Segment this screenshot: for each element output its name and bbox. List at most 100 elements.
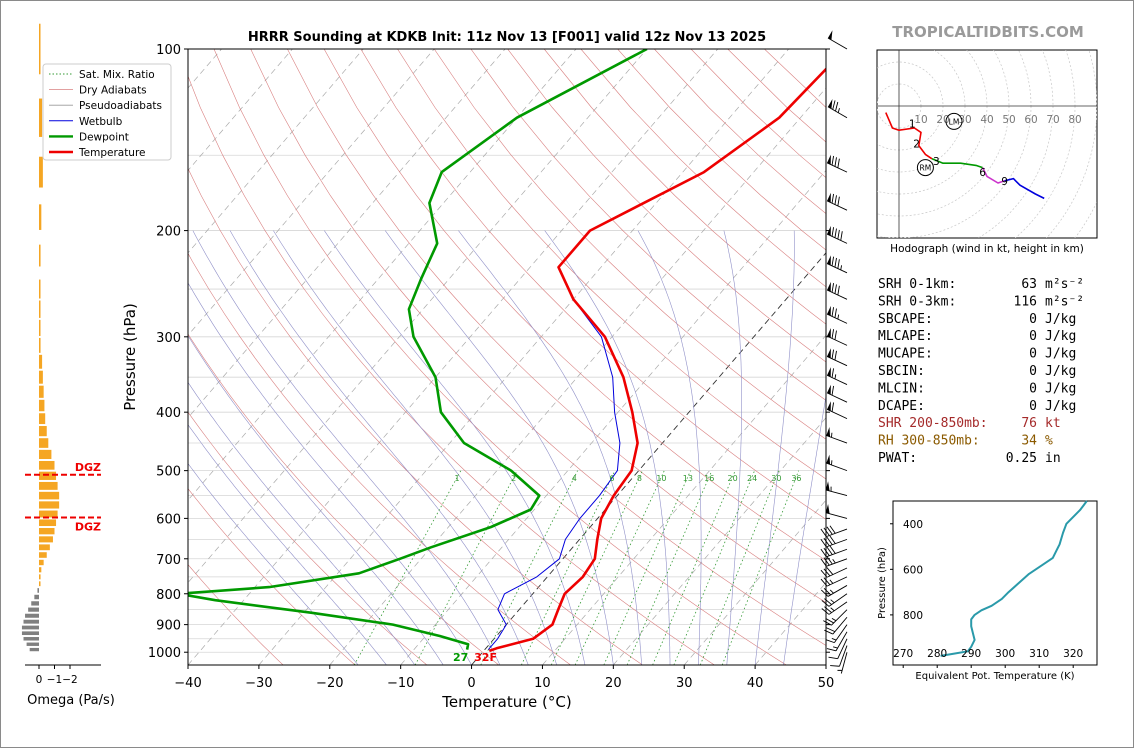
mix-ratio-label: 1 xyxy=(455,474,460,483)
omega-bar xyxy=(39,413,45,424)
mix-ratio-line xyxy=(722,471,798,665)
omega-bar xyxy=(25,614,39,618)
omega-bar xyxy=(39,99,42,137)
mix-ratio-line xyxy=(354,471,461,665)
wind-barb xyxy=(821,526,847,537)
hodograph-ring-label: 70 xyxy=(1046,114,1059,126)
barb-flag xyxy=(841,231,843,240)
omega-bar xyxy=(39,482,58,490)
barb-half-flag xyxy=(833,559,836,563)
omega-x-tick-label: −1 xyxy=(47,674,62,686)
wind-barb xyxy=(828,99,847,118)
omega-bar xyxy=(39,300,41,317)
legend-label: Wetbulb xyxy=(79,116,123,128)
surface-temp-label: 27 32F xyxy=(453,651,497,664)
omega-bar xyxy=(39,574,41,579)
omega-bar xyxy=(39,157,43,188)
pseudoadiabat-line xyxy=(724,231,742,665)
barb-flag xyxy=(827,649,836,651)
barb-pennant xyxy=(827,193,831,203)
barb-pennant xyxy=(827,155,831,165)
hodograph-height-label: 6 xyxy=(979,167,986,179)
stat-label: MLCAPE: xyxy=(878,329,933,344)
pseudoadiabat-line xyxy=(105,231,415,665)
wind-barb xyxy=(827,155,847,172)
stat-unit: m²s⁻² xyxy=(1045,277,1084,292)
barb-staff xyxy=(831,610,847,626)
barb-pennant xyxy=(827,255,831,265)
omega-bar xyxy=(39,552,47,558)
mix-ratio-label: 4 xyxy=(572,474,577,483)
barb-flag xyxy=(838,286,840,295)
wetbulb-line xyxy=(488,49,845,650)
barb-half-flag xyxy=(835,374,836,379)
pseudoadiabat-line xyxy=(784,231,852,665)
pseudoadiabat-line xyxy=(385,231,613,665)
wind-barb xyxy=(827,367,847,384)
stat-value: 0 xyxy=(1029,381,1037,396)
barb-flag xyxy=(835,102,837,111)
mix-ratio-label: 16 xyxy=(704,474,714,483)
wind-barb xyxy=(826,481,847,495)
temperature-line xyxy=(489,49,845,651)
barb-flag xyxy=(832,257,834,266)
stat-value: 0 xyxy=(1029,399,1037,414)
barb-half-flag xyxy=(832,618,836,620)
stat-label: DCAPE: xyxy=(878,399,925,414)
mix-ratio-line xyxy=(653,471,736,665)
stat-label: SRH 0-1km: xyxy=(878,277,956,292)
wind-barb xyxy=(827,328,847,345)
omega-bar xyxy=(39,544,50,550)
barb-staff xyxy=(827,568,847,577)
omega-xlabel: Omega (Pa/s) xyxy=(27,693,115,708)
wind-barb xyxy=(826,427,847,443)
stat-unit: in xyxy=(1045,451,1061,466)
omega-bar xyxy=(39,245,41,267)
hodograph-height-label: 2 xyxy=(913,138,920,150)
surface-dewpoint-label: 27 xyxy=(453,651,468,664)
barb-flag xyxy=(835,284,837,293)
pseudoadiabat-line xyxy=(81,231,387,665)
mix-ratio-label: 30 xyxy=(771,474,781,483)
stat-label: SHR 200-850mb: xyxy=(878,416,988,431)
stat-unit: m²s⁻² xyxy=(1045,294,1084,309)
barb-flag xyxy=(826,640,835,643)
x-tick-label: 20 xyxy=(605,676,622,691)
theta-e-xlabel: Equivalent Pot. Temperature (K) xyxy=(915,671,1074,682)
barb-flag xyxy=(832,283,834,292)
omega-bar xyxy=(39,280,41,299)
omega-bar xyxy=(30,648,39,651)
stat-value: 0 xyxy=(1029,364,1037,379)
wind-barb xyxy=(827,226,847,243)
barb-flag xyxy=(832,194,834,203)
y-tick-label: 800 xyxy=(156,588,181,603)
barb-half-flag xyxy=(830,590,833,593)
omega-bar xyxy=(22,626,39,630)
stat-unit: J/kg xyxy=(1045,329,1076,344)
hodograph-ring-label: 50 xyxy=(1002,114,1015,126)
mix-ratio-label: 2 xyxy=(511,474,516,483)
barb-pennant xyxy=(827,401,831,411)
mix-ratio-label: 6 xyxy=(609,474,614,483)
hodograph-caption: Hodograph (wind in kt, height in km) xyxy=(890,243,1084,255)
theta-e-y-tick-label: 800 xyxy=(903,610,923,622)
wind-barb xyxy=(828,30,847,49)
omega-bar xyxy=(39,400,44,411)
stat-value: 63 xyxy=(1021,277,1037,292)
omega-ticks: 0−1−2 xyxy=(36,665,78,686)
wind-barb xyxy=(826,625,847,643)
dry-adiabat-line xyxy=(251,49,859,665)
barb-flag xyxy=(835,157,837,166)
hodograph-height-label: 9 xyxy=(1001,176,1008,188)
x-tick-label: −20 xyxy=(316,676,343,691)
hodograph-ring-label: 40 xyxy=(980,114,993,126)
chart-title: HRRR Sounding at KDKB Init: 11z Nov 13 [… xyxy=(248,30,766,45)
omega-x-tick-label: −2 xyxy=(62,674,77,686)
x-tick-label: 0 xyxy=(467,676,475,691)
barb-pennant xyxy=(827,385,831,395)
y-tick-label: 200 xyxy=(156,225,181,240)
barb-half-flag xyxy=(832,638,836,640)
omega-bar xyxy=(39,581,41,586)
barb-flag xyxy=(833,100,835,109)
